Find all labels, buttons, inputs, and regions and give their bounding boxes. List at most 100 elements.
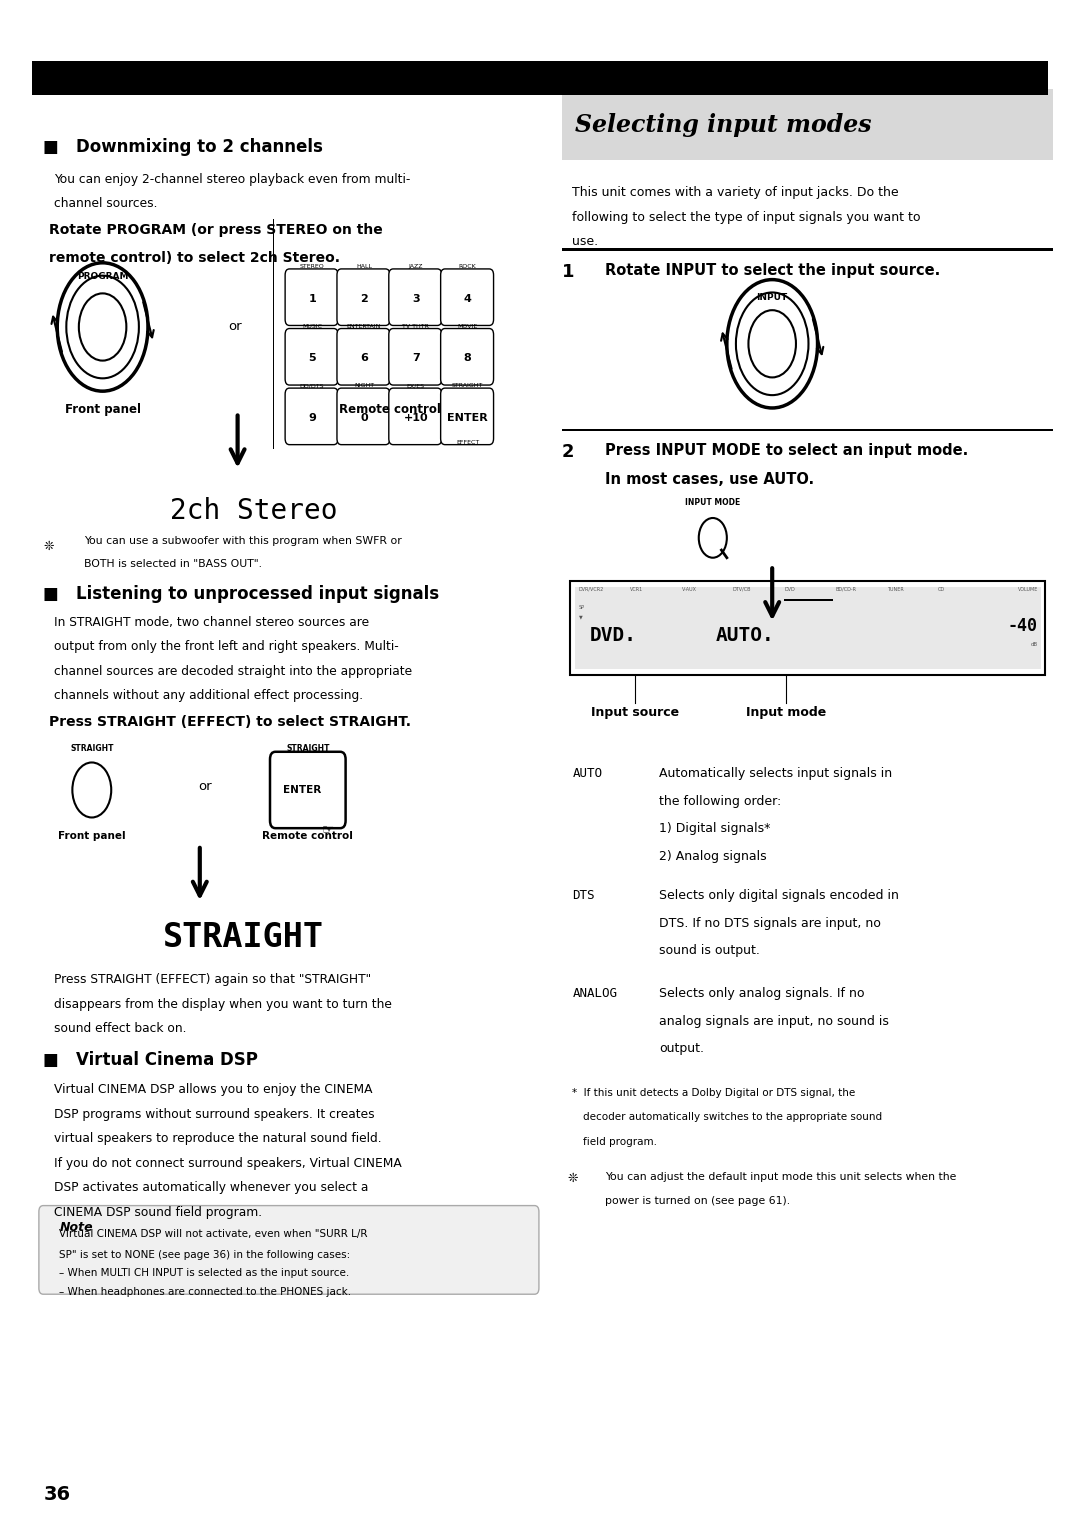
Text: output from only the front left and right speakers. Multi-: output from only the front left and righ… [54,640,399,654]
Text: AUTO: AUTO [572,767,603,781]
Text: analog signals are input, no sound is: analog signals are input, no sound is [659,1015,889,1028]
Text: DTS. If no DTS signals are input, no: DTS. If no DTS signals are input, no [659,917,880,931]
Text: Rotate PROGRAM (or press STEREO on the: Rotate PROGRAM (or press STEREO on the [49,223,382,237]
Text: channel sources.: channel sources. [54,197,158,211]
FancyBboxPatch shape [337,269,390,325]
Text: use.: use. [572,235,598,249]
Text: 6: 6 [360,353,368,364]
Bar [273,219,274,449]
Text: field program.: field program. [583,1137,658,1148]
Text: EFFECT: EFFECT [456,440,480,445]
Text: 0: 0 [360,413,368,423]
Text: channel sources are decoded straight into the appropriate: channel sources are decoded straight int… [54,665,413,678]
Text: STRAIGHT: STRAIGHT [162,921,324,955]
Text: TUNER: TUNER [887,587,904,591]
Text: 2: 2 [562,443,575,461]
Text: decoder automatically switches to the appropriate sound: decoder automatically switches to the ap… [583,1112,882,1123]
FancyBboxPatch shape [270,752,346,828]
Text: ENTER: ENTER [447,413,488,423]
Text: Selects only analog signals. If no: Selects only analog signals. If no [659,987,864,1001]
Text: PLAYBACK: PLAYBACK [49,73,112,83]
Text: following to select the type of input signals you want to: following to select the type of input si… [572,211,921,225]
Text: 9: 9 [308,413,316,423]
Text: 2ch Stereo: 2ch Stereo [170,497,338,524]
Text: 2) Analog signals: 2) Analog signals [659,850,767,863]
Text: ■   Listening to unprocessed input signals: ■ Listening to unprocessed input signals [43,585,440,604]
Text: DSP programs without surround speakers. It creates: DSP programs without surround speakers. … [54,1108,375,1122]
Text: Note: Note [59,1221,93,1235]
Text: You can use a subwoofer with this program when SWFR or: You can use a subwoofer with this progra… [84,536,402,547]
Bar [562,428,1053,431]
Bar [32,61,1048,95]
Text: ❊: ❊ [43,539,54,553]
Text: STEREO: STEREO [300,264,324,269]
Text: 7: 7 [411,353,420,364]
Text: Rotate INPUT to select the input source.: Rotate INPUT to select the input source. [605,263,940,278]
Text: Front panel: Front panel [58,831,125,842]
FancyBboxPatch shape [337,329,390,385]
Text: sound is output.: sound is output. [659,944,759,958]
Text: TV THTR: TV THTR [403,324,429,329]
Text: DTV/CB: DTV/CB [733,587,752,591]
Text: ENTERTAIN: ENTERTAIN [347,324,381,329]
Text: ANALOG: ANALOG [572,987,618,1001]
Text: AUTO.: AUTO. [716,626,774,645]
Text: – When MULTI CH INPUT is selected as the input source.: – When MULTI CH INPUT is selected as the… [59,1268,350,1279]
Text: You can adjust the default input mode this unit selects when the: You can adjust the default input mode th… [605,1172,956,1183]
Bar [575,587,1041,669]
Text: CD: CD [937,587,945,591]
Text: EFFECT: EFFECT [79,807,105,813]
Text: or: or [199,781,212,793]
Text: Press INPUT MODE to select an input mode.: Press INPUT MODE to select an input mode… [605,443,968,458]
FancyBboxPatch shape [441,388,494,445]
Text: If you do not connect surround speakers, Virtual CINEMA: If you do not connect surround speakers,… [54,1157,402,1170]
Text: remote control) to select 2ch Stereo.: remote control) to select 2ch Stereo. [49,251,339,264]
Text: INPUT MODE: INPUT MODE [685,498,741,507]
Text: Remote control: Remote control [339,403,441,417]
Text: 1: 1 [308,293,316,304]
Text: Virtual CINEMA DSP will not activate, even when "SURR L/R: Virtual CINEMA DSP will not activate, ev… [59,1229,368,1239]
Text: STRAIGHT: STRAIGHT [70,744,113,753]
Text: ■   Virtual Cinema DSP: ■ Virtual Cinema DSP [43,1051,258,1070]
FancyBboxPatch shape [285,329,338,385]
Circle shape [72,762,111,817]
Text: PROGRAM: PROGRAM [77,272,129,281]
Text: In most cases, use AUTO.: In most cases, use AUTO. [605,472,814,487]
FancyBboxPatch shape [285,388,338,445]
Text: Press STRAIGHT (EFFECT) again so that "STRAIGHT": Press STRAIGHT (EFFECT) again so that "S… [54,973,372,987]
Text: ❊: ❊ [567,1172,578,1186]
Text: ENTER: ENTER [283,785,322,795]
Text: output.: output. [659,1042,704,1056]
Text: Virtual CINEMA DSP allows you to enjoy the CINEMA: Virtual CINEMA DSP allows you to enjoy t… [54,1083,373,1097]
Text: DD/DTS: DD/DTS [300,384,324,388]
Circle shape [699,518,727,558]
Text: sound effect back on.: sound effect back on. [54,1022,187,1036]
Text: channels without any additional effect processing.: channels without any additional effect p… [54,689,363,703]
Text: 36: 36 [43,1485,70,1504]
Text: Front panel: Front panel [65,403,140,417]
Text: the following order:: the following order: [659,795,781,808]
Text: ROCK: ROCK [459,264,476,269]
Text: DTS: DTS [572,889,595,903]
Text: *  If this unit detects a Dolby Digital or DTS signal, the: * If this unit detects a Dolby Digital o… [572,1088,855,1099]
Text: Press STRAIGHT (EFFECT) to select STRAIGHT.: Press STRAIGHT (EFFECT) to select STRAIG… [49,715,410,729]
Text: or: or [229,321,242,333]
Text: ☞: ☞ [322,822,335,836]
FancyBboxPatch shape [39,1206,539,1294]
FancyBboxPatch shape [389,388,442,445]
Text: Automatically selects input signals in: Automatically selects input signals in [659,767,892,781]
Bar [570,581,1045,675]
FancyBboxPatch shape [337,388,390,445]
Text: SP: SP [579,605,585,610]
Text: Remote control: Remote control [262,831,353,842]
Text: EX/ES: EX/ES [407,384,424,388]
Text: VCR1: VCR1 [631,587,644,591]
Text: disappears from the display when you want to turn the: disappears from the display when you wan… [54,998,392,1012]
Text: 4: 4 [463,293,472,304]
Text: 5: 5 [308,353,316,364]
Text: 3: 3 [411,293,420,304]
Bar [784,599,834,601]
Circle shape [79,293,126,361]
Text: Selects only digital signals encoded in: Selects only digital signals encoded in [659,889,899,903]
Text: Input mode: Input mode [746,706,826,720]
